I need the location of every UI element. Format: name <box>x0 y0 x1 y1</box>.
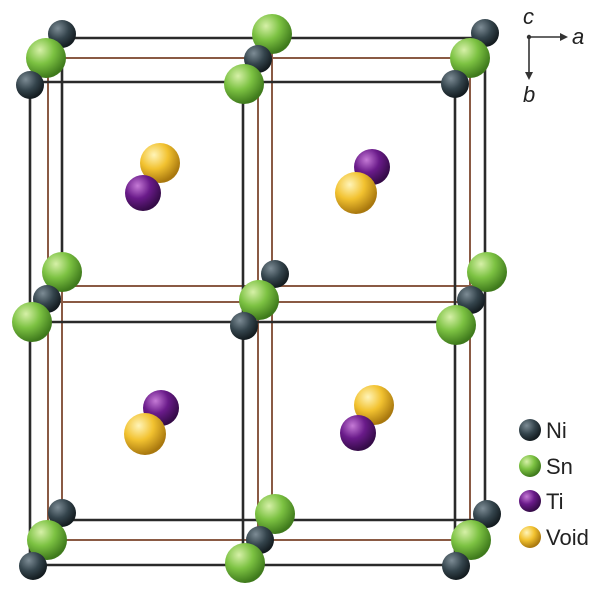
legend-label-ni: Ni <box>546 418 567 443</box>
sn-atom <box>451 520 491 560</box>
legend-label-ti: Ti <box>546 489 564 514</box>
legend-item-ti: Ti <box>519 489 564 514</box>
sn-atom <box>42 252 82 292</box>
void-site <box>335 172 377 214</box>
sn-atom <box>467 252 507 292</box>
ni-atom <box>442 552 470 580</box>
ni-atom <box>441 70 469 98</box>
legend-label-sn: Sn <box>546 454 573 479</box>
ti-atom <box>340 415 376 451</box>
legend-label-void: Void <box>546 525 589 550</box>
axis-c-label: c <box>523 4 534 29</box>
sn-atom <box>450 38 490 78</box>
sn-atom <box>224 64 264 104</box>
lattice-atoms <box>12 14 507 583</box>
legend: Ni Sn Ti Void <box>519 418 589 550</box>
void-site <box>354 385 394 425</box>
sn-atom <box>239 280 279 320</box>
legend-item-ni: Ni <box>519 418 567 443</box>
legend-item-void: Void <box>519 525 589 550</box>
void-site <box>124 413 166 455</box>
sn-atom <box>26 38 66 78</box>
ni-atom-icon <box>519 419 541 441</box>
sn-atom-icon <box>519 455 541 477</box>
ni-atom <box>16 71 44 99</box>
void-site-icon <box>519 526 541 548</box>
ti-atom-icon <box>519 490 541 512</box>
sn-atom <box>12 302 52 342</box>
ni-atom <box>48 499 76 527</box>
ni-atom <box>261 260 289 288</box>
ti-atom <box>125 175 161 211</box>
ni-atom <box>19 552 47 580</box>
sn-atom <box>252 14 292 54</box>
sn-atom <box>27 520 67 560</box>
axis-indicator: c a b <box>523 4 584 107</box>
sn-atom <box>225 543 265 583</box>
ni-atom <box>473 500 501 528</box>
axis-a-label: a <box>572 24 584 49</box>
interior-sites <box>124 143 394 455</box>
ni-atom <box>230 312 258 340</box>
sn-atom <box>255 494 295 534</box>
axis-b-label: b <box>523 82 535 107</box>
void-site <box>140 143 180 183</box>
sn-atom <box>436 305 476 345</box>
legend-item-sn: Sn <box>519 454 573 479</box>
